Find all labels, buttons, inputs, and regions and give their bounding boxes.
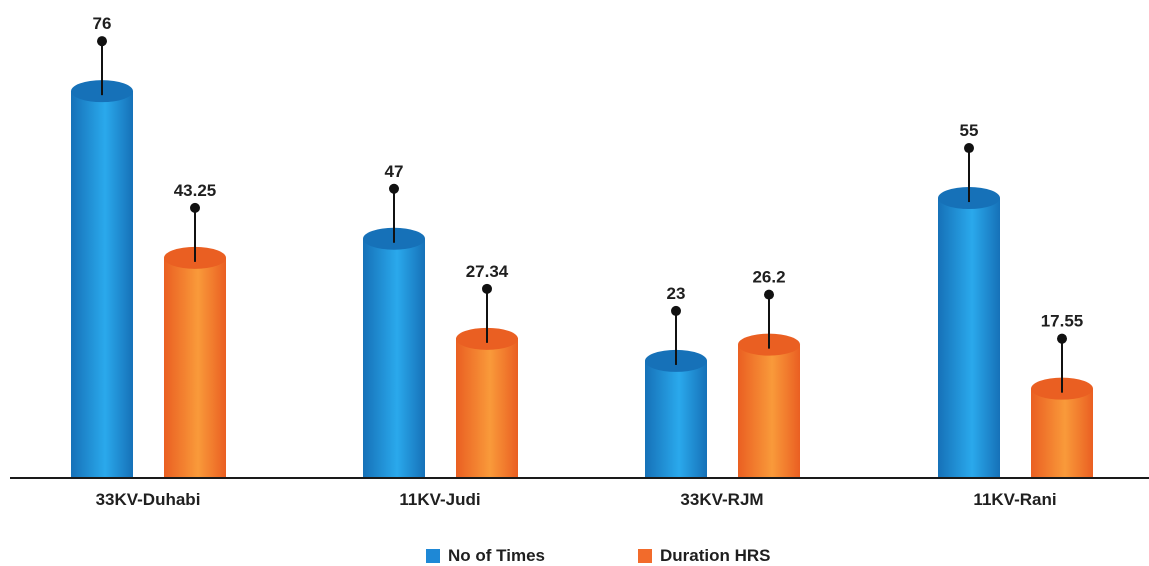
data-label-duration-hrs-33kv-duhabi: 43.25: [174, 181, 217, 200]
legend-swatch-duration-hrs: [638, 549, 652, 563]
leader-dot-no-of-times-33kv-rjm: [671, 306, 681, 316]
legend-swatch-no-of-times: [426, 549, 440, 563]
legend-item-duration-hrs: Duration HRS: [638, 546, 771, 566]
data-label-no-of-times-33kv-duhabi: 76: [93, 14, 112, 33]
data-label-no-of-times-33kv-rjm: 23: [667, 284, 686, 303]
bar-duration-hrs-33kv-duhabi: [164, 247, 226, 478]
bar-body-no-of-times-33kv-rjm: [645, 361, 707, 478]
data-label-duration-hrs-33kv-rjm: 26.2: [752, 268, 785, 287]
bar-duration-hrs-11kv-rani: [1031, 378, 1093, 478]
bar-body-no-of-times-33kv-duhabi: [71, 91, 133, 478]
legend: No of Times Duration HRS: [0, 546, 1149, 566]
bars-layer: 76 43.25 47 27.34 23 26.2 55 17.55: [71, 14, 1093, 478]
legend-label-no-of-times: No of Times: [448, 546, 545, 566]
bar-no-of-times-33kv-duhabi: [71, 80, 133, 478]
leader-dot-duration-hrs-11kv-rani: [1057, 334, 1067, 344]
bar-body-no-of-times-11kv-judi: [363, 239, 425, 478]
category-label-33kv-rjm: 33KV-RJM: [680, 490, 763, 509]
category-label-33kv-duhabi: 33KV-Duhabi: [96, 490, 201, 509]
bar-body-duration-hrs-33kv-duhabi: [164, 258, 226, 478]
leader-dot-duration-hrs-11kv-judi: [482, 284, 492, 294]
bar-no-of-times-11kv-judi: [363, 228, 425, 478]
bar-no-of-times-33kv-rjm: [645, 350, 707, 478]
leader-dot-no-of-times-11kv-judi: [389, 184, 399, 194]
leader-dot-duration-hrs-33kv-rjm: [764, 290, 774, 300]
bar-body-duration-hrs-33kv-rjm: [738, 345, 800, 478]
leader-dot-duration-hrs-33kv-duhabi: [190, 203, 200, 213]
bar-duration-hrs-11kv-judi: [456, 328, 518, 478]
bar-duration-hrs-33kv-rjm: [738, 334, 800, 478]
category-labels: 33KV-Duhabi 11KV-Judi 33KV-RJM 11KV-Rani: [96, 490, 1057, 509]
bar-body-duration-hrs-11kv-judi: [456, 339, 518, 478]
data-label-no-of-times-11kv-judi: 47: [385, 162, 404, 181]
data-label-duration-hrs-11kv-rani: 17.55: [1041, 312, 1084, 331]
category-label-11kv-rani: 11KV-Rani: [973, 490, 1056, 509]
data-label-no-of-times-11kv-rani: 55: [960, 121, 979, 140]
bar-no-of-times-11kv-rani: [938, 187, 1000, 478]
leader-dot-no-of-times-11kv-rani: [964, 143, 974, 153]
bar-body-no-of-times-11kv-rani: [938, 198, 1000, 478]
data-label-duration-hrs-11kv-judi: 27.34: [466, 262, 509, 281]
category-label-11kv-judi: 11KV-Judi: [399, 490, 480, 509]
leader-dot-no-of-times-33kv-duhabi: [97, 36, 107, 46]
bar-body-duration-hrs-11kv-rani: [1031, 389, 1093, 478]
bar-chart: 76 43.25 47 27.34 23 26.2 55 17.55 33KV-Duhabi 1…: [0, 0, 1149, 545]
legend-item-no-of-times: No of Times: [426, 546, 545, 566]
legend-label-duration-hrs: Duration HRS: [660, 546, 771, 566]
